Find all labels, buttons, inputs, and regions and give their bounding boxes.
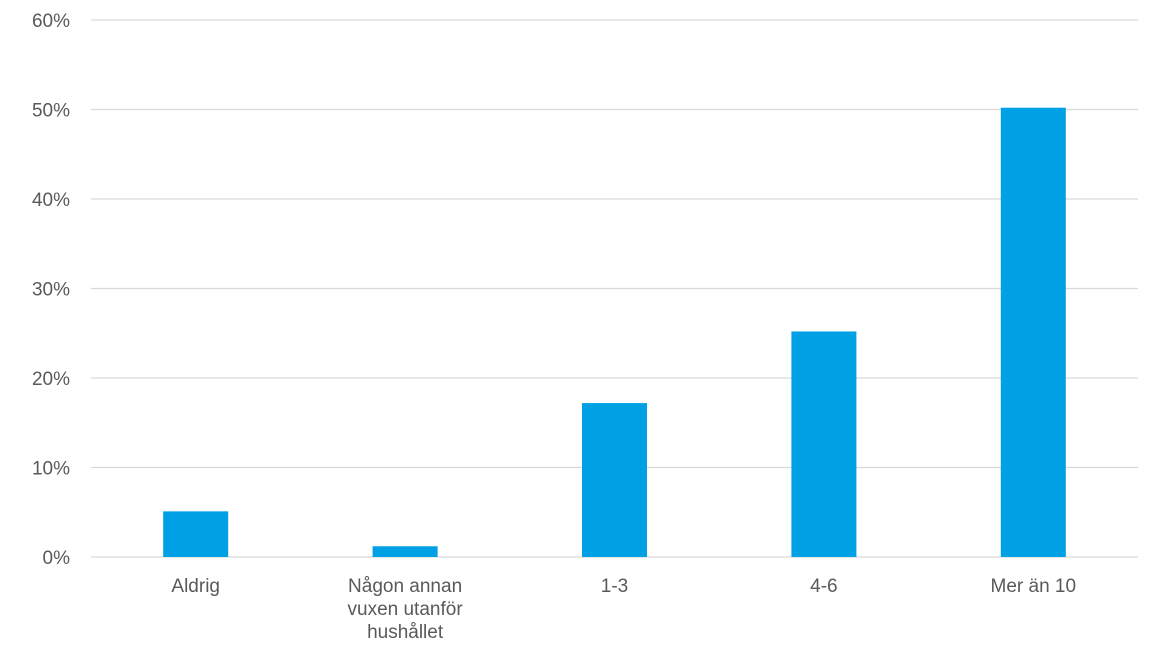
x-category-label-line: Mer än 10 <box>991 576 1077 597</box>
x-axis-category-labels: Aldrig Någon annan vuxen utanför hushållet 1… <box>171 576 1076 643</box>
gridlines <box>91 19 1138 558</box>
bar <box>791 331 857 557</box>
y-tick-label: 20% <box>32 369 70 390</box>
bar <box>582 403 647 557</box>
bars <box>163 107 1066 558</box>
y-tick-label: 60% <box>32 11 70 32</box>
y-axis-tick-labels: 0% 10% 20% 30% 40% 50% 60% <box>32 11 70 569</box>
bar <box>372 546 438 557</box>
x-category-label-line: vuxen utanför <box>348 599 464 620</box>
y-tick-label: 50% <box>32 101 70 122</box>
x-category-label-line: Aldrig <box>171 576 220 597</box>
x-category-label-line: 4-6 <box>810 576 837 597</box>
x-category-label: Någon annan vuxen utanför hushållet <box>348 576 464 643</box>
x-category-label-line: 1-3 <box>601 576 628 597</box>
y-tick-label: 40% <box>32 190 70 211</box>
x-category-label: Mer än 10 <box>991 576 1077 597</box>
x-category-label-line: hushållet <box>367 622 444 643</box>
y-tick-label: 30% <box>32 280 70 301</box>
y-tick-label: 0% <box>43 548 71 569</box>
x-category-label: 4-6 <box>810 576 837 597</box>
y-tick-label: 10% <box>32 459 70 480</box>
x-category-label-line: Någon annan <box>348 576 462 597</box>
x-category-label: 1-3 <box>601 576 628 597</box>
x-category-label: Aldrig <box>171 576 220 597</box>
bar <box>163 511 229 557</box>
bar <box>1000 107 1066 558</box>
